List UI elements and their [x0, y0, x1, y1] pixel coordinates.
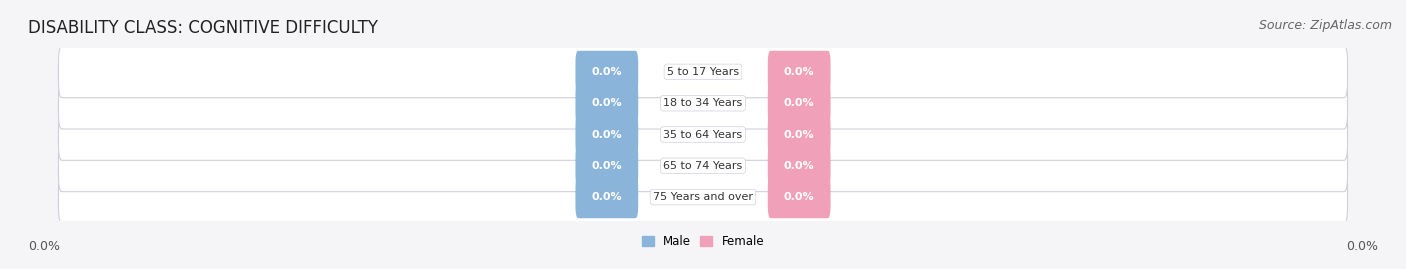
Text: 0.0%: 0.0% — [28, 240, 60, 253]
Text: 0.0%: 0.0% — [592, 98, 621, 108]
FancyBboxPatch shape — [575, 145, 638, 187]
FancyBboxPatch shape — [59, 109, 1347, 160]
Text: 0.0%: 0.0% — [785, 161, 814, 171]
FancyBboxPatch shape — [59, 171, 1347, 223]
FancyBboxPatch shape — [59, 140, 1347, 192]
Text: 18 to 34 Years: 18 to 34 Years — [664, 98, 742, 108]
Text: 35 to 64 Years: 35 to 64 Years — [664, 129, 742, 140]
Text: 65 to 74 Years: 65 to 74 Years — [664, 161, 742, 171]
FancyBboxPatch shape — [575, 113, 638, 156]
Text: 0.0%: 0.0% — [1346, 240, 1378, 253]
FancyBboxPatch shape — [768, 113, 831, 156]
FancyBboxPatch shape — [575, 82, 638, 124]
Text: 0.0%: 0.0% — [592, 67, 621, 77]
FancyBboxPatch shape — [59, 77, 1347, 129]
Text: Source: ZipAtlas.com: Source: ZipAtlas.com — [1258, 19, 1392, 32]
Text: 75 Years and over: 75 Years and over — [652, 192, 754, 202]
FancyBboxPatch shape — [768, 176, 831, 218]
Text: 0.0%: 0.0% — [592, 192, 621, 202]
FancyBboxPatch shape — [575, 176, 638, 218]
Text: 0.0%: 0.0% — [785, 98, 814, 108]
FancyBboxPatch shape — [575, 51, 638, 93]
Text: 0.0%: 0.0% — [592, 161, 621, 171]
Text: 0.0%: 0.0% — [785, 192, 814, 202]
Text: 0.0%: 0.0% — [785, 129, 814, 140]
FancyBboxPatch shape — [768, 51, 831, 93]
Text: 0.0%: 0.0% — [785, 67, 814, 77]
FancyBboxPatch shape — [768, 145, 831, 187]
Text: DISABILITY CLASS: COGNITIVE DIFFICULTY: DISABILITY CLASS: COGNITIVE DIFFICULTY — [28, 19, 378, 37]
FancyBboxPatch shape — [768, 82, 831, 124]
FancyBboxPatch shape — [59, 46, 1347, 98]
Text: 5 to 17 Years: 5 to 17 Years — [666, 67, 740, 77]
Text: 0.0%: 0.0% — [592, 129, 621, 140]
Legend: Male, Female: Male, Female — [637, 230, 769, 253]
